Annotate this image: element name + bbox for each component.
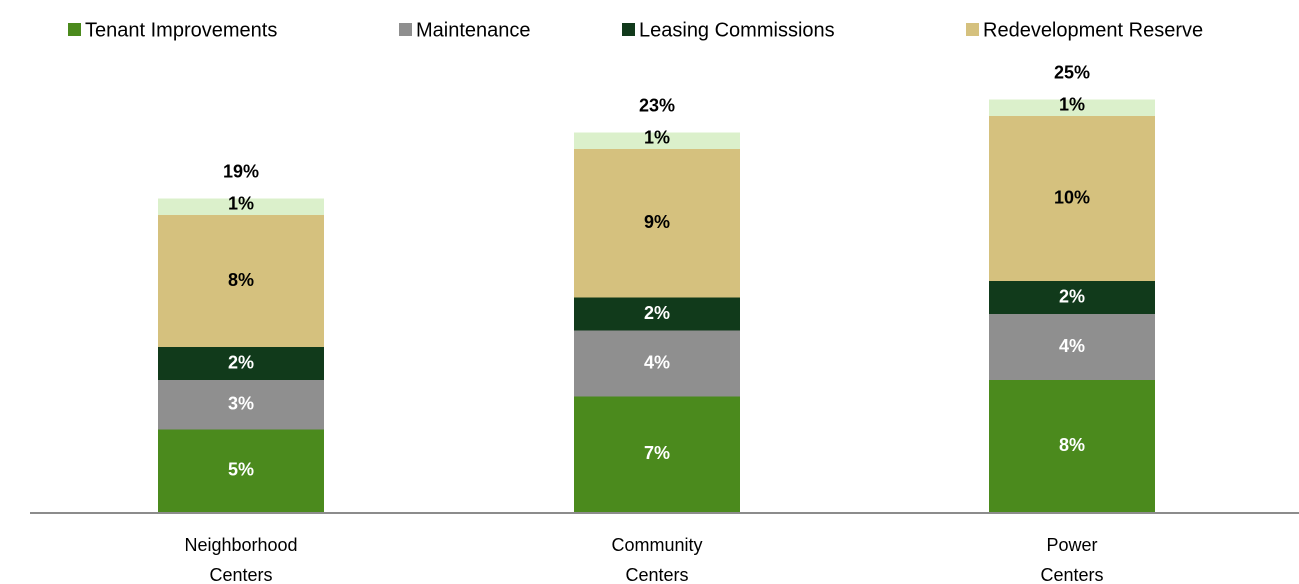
x-tick-label: Centers bbox=[209, 565, 272, 584]
total-label: 23% bbox=[639, 95, 675, 115]
value-label: 2% bbox=[644, 303, 670, 323]
value-label: 4% bbox=[1059, 336, 1085, 356]
value-label: 1% bbox=[644, 128, 670, 148]
value-label: 3% bbox=[228, 394, 254, 414]
bar-segment bbox=[989, 281, 1155, 314]
legend-label: Tenant Improvements bbox=[85, 19, 277, 41]
x-tick-label: Centers bbox=[625, 565, 688, 584]
legend-swatch bbox=[399, 23, 412, 36]
total-label: 25% bbox=[1054, 62, 1090, 82]
value-label: 2% bbox=[228, 352, 254, 372]
bar-segment bbox=[158, 198, 324, 215]
bar-segment bbox=[158, 347, 324, 380]
bar-segment bbox=[574, 330, 740, 397]
bar-segment bbox=[989, 99, 1155, 116]
x-tick-label: Power bbox=[1046, 535, 1097, 555]
value-label: 7% bbox=[644, 443, 670, 463]
bar-segment bbox=[574, 149, 740, 298]
bar-segment bbox=[989, 380, 1155, 512]
bar-segment bbox=[574, 297, 740, 331]
x-tick-label: Community bbox=[611, 535, 702, 555]
legend-label: Maintenance bbox=[416, 19, 531, 41]
bar-segment bbox=[989, 314, 1155, 380]
value-label: 8% bbox=[1059, 435, 1085, 455]
x-tick-label: Centers bbox=[1040, 565, 1103, 584]
value-label: 10% bbox=[1054, 187, 1090, 207]
value-label: 2% bbox=[1059, 286, 1085, 306]
bar-segment bbox=[158, 429, 324, 512]
value-label: 1% bbox=[228, 194, 254, 214]
value-label: 4% bbox=[644, 352, 670, 372]
total-label: 19% bbox=[223, 161, 259, 181]
value-label: 8% bbox=[228, 270, 254, 290]
bar-segment bbox=[158, 380, 324, 430]
value-label: 5% bbox=[228, 460, 254, 480]
value-label: 1% bbox=[1059, 95, 1085, 115]
x-tick-label: Neighborhood bbox=[184, 535, 297, 555]
legend-swatch bbox=[966, 23, 979, 36]
legend-swatch bbox=[622, 23, 635, 36]
bar-segment bbox=[574, 396, 740, 512]
bar-segment bbox=[158, 215, 324, 347]
bar-segment bbox=[574, 132, 740, 149]
legend-label: Leasing Commissions bbox=[639, 19, 835, 41]
bar-segment bbox=[989, 116, 1155, 281]
legend-swatch bbox=[68, 23, 81, 36]
legend-label: Redevelopment Reserve bbox=[983, 19, 1203, 41]
value-label: 9% bbox=[644, 212, 670, 232]
